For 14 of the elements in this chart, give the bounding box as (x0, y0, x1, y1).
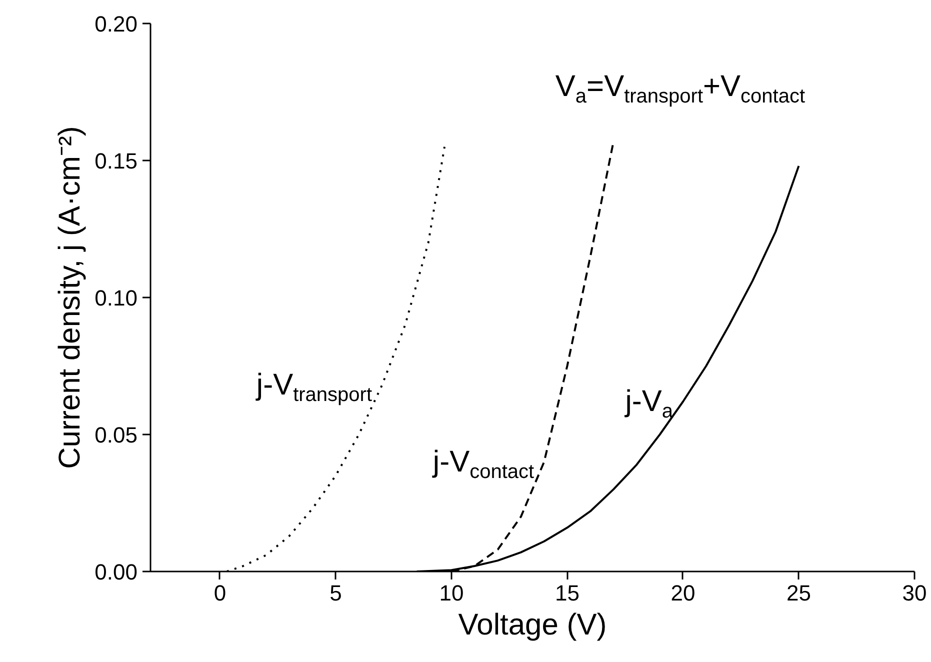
y-tick-label: 0.00 (94, 560, 138, 584)
y-tick-label: 0.10 (94, 286, 138, 310)
x-tick-label: 10 (439, 580, 464, 606)
x-tick-label: 20 (670, 580, 696, 606)
y-tick-label: 0.15 (94, 148, 138, 174)
x-tick-label: 30 (902, 580, 927, 606)
y-axis-title: Current density, j (A·cm⁻²) (54, 126, 87, 469)
x-tick-label: 0 (214, 580, 226, 606)
y-tick-label: 0.05 (94, 422, 138, 448)
x-tick-label: 5 (330, 580, 342, 606)
y-tick-label: 0.20 (94, 12, 138, 36)
x-tick-label: 15 (554, 580, 580, 606)
x-tick-label: 25 (786, 580, 811, 606)
x-axis-title: Voltage (V) (458, 608, 607, 642)
